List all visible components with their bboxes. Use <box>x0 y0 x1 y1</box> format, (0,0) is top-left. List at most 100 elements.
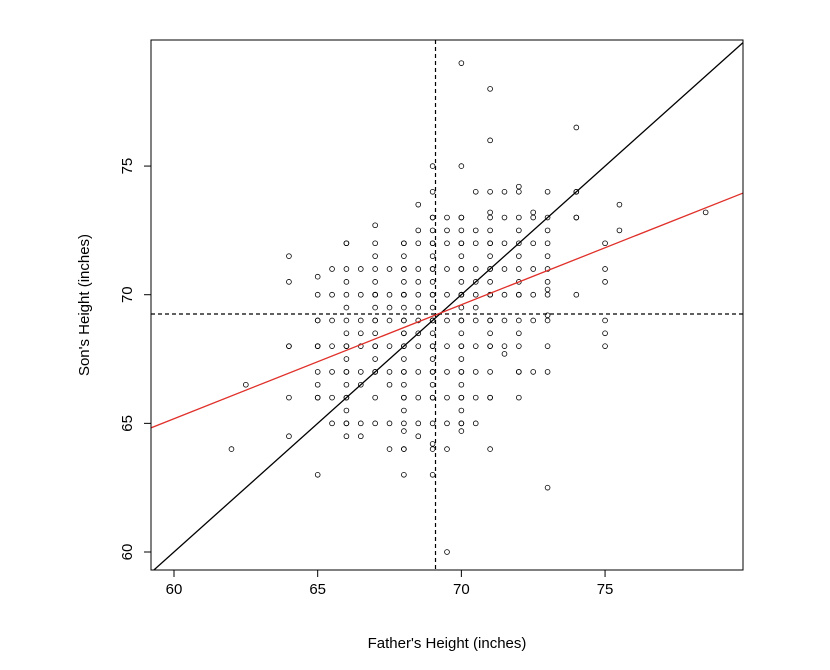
data-point <box>516 214 522 221</box>
data-point <box>487 189 493 195</box>
data-point <box>343 304 350 311</box>
data-point <box>530 369 537 375</box>
data-point <box>530 214 537 221</box>
data-point <box>458 330 465 337</box>
data-point <box>458 381 465 388</box>
data-point <box>602 266 608 272</box>
data-point <box>343 279 350 285</box>
data-point <box>544 343 551 349</box>
data-point <box>415 291 422 298</box>
data-point <box>314 369 321 375</box>
data-point <box>386 369 393 375</box>
plot-area <box>151 40 743 570</box>
data-point <box>429 441 436 447</box>
data-point <box>386 420 393 427</box>
data-point <box>487 369 493 375</box>
data-point <box>401 253 407 259</box>
data-point <box>616 201 623 208</box>
x-tick-label: 65 <box>309 581 326 598</box>
data-point <box>357 369 364 375</box>
data-point <box>458 394 465 401</box>
data-point <box>444 227 450 234</box>
data-point <box>458 266 465 272</box>
data-point <box>401 240 407 247</box>
data-point <box>372 240 378 247</box>
data-point <box>401 472 407 478</box>
x-axis: 60 65 70 75 <box>166 570 613 598</box>
data-point <box>343 291 350 298</box>
data-point <box>372 291 378 298</box>
data-point <box>544 189 551 195</box>
data-point <box>702 209 709 216</box>
data-point <box>573 214 580 221</box>
y-tick-label: 70 <box>119 286 136 303</box>
data-point <box>386 291 393 298</box>
data-point <box>458 240 465 247</box>
data-point <box>329 266 335 272</box>
data-point <box>472 394 479 401</box>
data-point <box>602 330 608 337</box>
data-point <box>357 291 364 298</box>
data-point <box>516 266 522 272</box>
data-point <box>386 381 393 388</box>
data-point <box>530 209 537 216</box>
data-point <box>329 343 335 349</box>
data-point <box>444 369 450 375</box>
data-point <box>415 394 422 401</box>
data-point <box>401 407 407 414</box>
data-point <box>343 369 350 375</box>
data-point <box>530 240 537 247</box>
data-point <box>501 189 508 195</box>
data-point <box>357 381 364 388</box>
data-point <box>487 266 493 272</box>
data-point <box>357 420 364 427</box>
data-point <box>458 356 465 362</box>
data-point <box>444 446 450 452</box>
data-point <box>401 369 407 375</box>
data-point <box>415 304 422 311</box>
data-point <box>286 433 292 440</box>
data-point <box>228 446 235 452</box>
data-point <box>487 279 493 285</box>
data-point <box>544 484 551 491</box>
data-point <box>343 343 350 349</box>
data-point <box>286 394 292 401</box>
data-point <box>372 356 378 362</box>
data-point <box>458 428 465 434</box>
data-point <box>401 446 407 452</box>
data-point <box>602 240 608 247</box>
data-point <box>429 240 436 247</box>
data-point <box>401 330 407 337</box>
data-point <box>487 330 493 337</box>
data-point <box>458 279 465 285</box>
data-point <box>516 189 522 195</box>
data-point <box>314 273 321 280</box>
data-point <box>429 356 436 362</box>
data-point <box>530 266 537 272</box>
data-point <box>472 317 479 324</box>
data-point <box>372 279 378 285</box>
data-point <box>415 201 422 208</box>
data-point <box>530 317 537 324</box>
data-point <box>386 446 393 452</box>
data-point <box>429 214 436 221</box>
x-tick-label: 60 <box>166 581 183 598</box>
data-point <box>429 163 436 169</box>
data-point <box>516 240 522 247</box>
data-point <box>372 253 378 259</box>
data-point <box>487 86 493 92</box>
data-point <box>516 343 522 349</box>
data-point <box>401 428 407 434</box>
data-point <box>401 381 407 388</box>
data-point <box>314 472 321 478</box>
data-point <box>372 330 378 337</box>
data-point <box>501 351 508 357</box>
data-point <box>487 253 493 259</box>
regression-line <box>151 192 743 429</box>
identity-line <box>152 42 743 570</box>
data-point <box>314 343 321 349</box>
data-point <box>401 317 407 324</box>
data-point <box>472 369 479 375</box>
data-point <box>415 240 422 247</box>
data-point <box>472 420 479 427</box>
